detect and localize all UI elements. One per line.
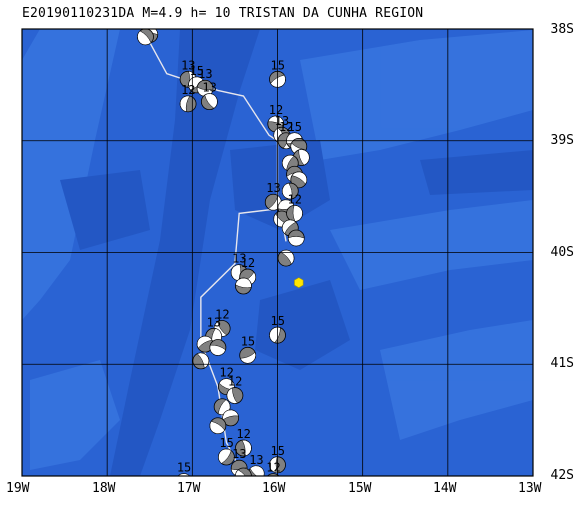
mechanism-label: 15: [219, 436, 233, 450]
mechanism-label: 13: [198, 67, 212, 81]
epicenter-marker: [294, 277, 304, 289]
focal-mechanism-beachball: [217, 448, 235, 466]
lat-label-41s: 41S: [550, 356, 574, 371]
lon-label-14w: 14W: [433, 481, 457, 496]
focal-mechanism-beachball: [235, 467, 252, 476]
lon-label-19w: 19W: [6, 481, 30, 496]
ridge-segment: [200, 207, 287, 476]
mechanism-label: 15: [177, 461, 191, 475]
mechanism-label: 15: [288, 120, 302, 134]
mechanism-label: 12: [279, 120, 293, 134]
mechanism-label: 13: [232, 447, 246, 461]
focal-mechanism-beachball: [196, 335, 214, 353]
focal-mechanism-beachball: [235, 277, 252, 295]
focal-mechanism-beachball: [239, 346, 257, 364]
mechanism-label: 12: [228, 375, 242, 389]
mechanism-label: 12: [269, 103, 283, 117]
mechanism-label: 12: [215, 307, 229, 321]
lat-lon-grid: [22, 29, 533, 476]
mechanism-label: 13: [202, 81, 216, 95]
focal-mechanism-beachball: [226, 387, 244, 404]
focal-mechanism-beachball: [200, 93, 218, 111]
mechanism-label: 13: [232, 252, 246, 266]
lat-label-38s: 38S: [550, 22, 574, 37]
map-title: E20190110231DA M=4.9 h= 10 TRISTAN DA CU…: [22, 6, 424, 21]
mechanism-label: 13: [266, 181, 280, 195]
focal-mechanism-beachball: [137, 29, 154, 46]
map-frame: [21, 28, 534, 477]
mechanism-label: 12: [236, 427, 250, 441]
lon-label-13w: 13W: [518, 481, 542, 496]
lon-label-17w: 17W: [177, 481, 201, 496]
lon-label-15w: 15W: [348, 481, 372, 496]
focal-mechanism-beachball: [286, 204, 303, 222]
mechanism-label: 12: [266, 461, 280, 475]
mechanism-label: 12: [181, 83, 195, 97]
lat-label-40s: 40S: [550, 245, 574, 260]
focal-mechanism-beachball: [209, 417, 227, 435]
mechanism-label: 13: [181, 58, 195, 72]
lat-label-42s: 42S: [550, 468, 574, 483]
focal-mechanism-beachball: [222, 409, 240, 427]
lon-label-18w: 18W: [92, 481, 116, 496]
mechanism-label: 15: [190, 64, 204, 78]
focal-mechanism-beachball: [192, 352, 210, 370]
mechanism-label: 12: [241, 256, 255, 270]
lat-label-39s: 39S: [550, 133, 574, 148]
focal-mechanism-beachball: [277, 249, 295, 267]
focal-mechanism-beachball: [235, 439, 252, 457]
mechanism-label: 12: [288, 192, 302, 206]
mechanism-label: 12: [219, 366, 233, 380]
mechanism-label: 13: [207, 315, 221, 329]
focal-mechanism-beachball: [179, 95, 197, 113]
focal-mechanism-beachball: [281, 182, 299, 200]
lon-label-16w: 16W: [262, 481, 286, 496]
focal-mechanism-beachball: [247, 465, 265, 476]
focal-mechanism-beachball: [290, 171, 308, 189]
focal-mechanism-beachball: [287, 229, 305, 247]
epicenter-hexagon: [294, 277, 304, 289]
mechanism-label: 13: [249, 453, 263, 467]
mechanism-label: 15: [241, 334, 255, 348]
focal-mechanism-beachball: [209, 339, 227, 356]
mechanism-label: 13: [275, 114, 289, 128]
focal-mechanism-beachball: [213, 398, 231, 416]
